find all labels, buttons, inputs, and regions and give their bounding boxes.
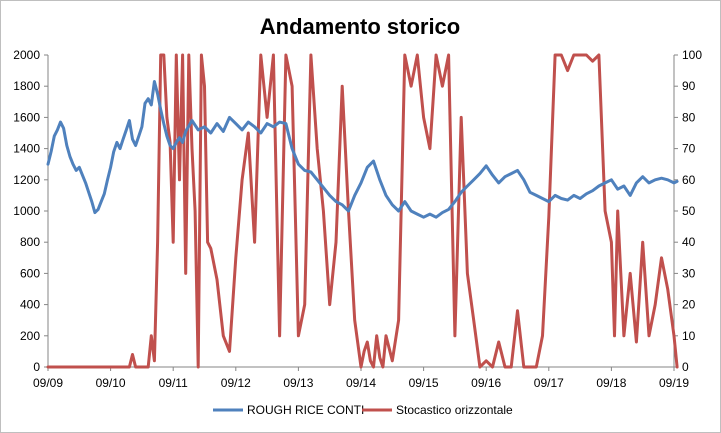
x-tick-label: 09/19 <box>659 376 689 390</box>
x-tick-label: 09/10 <box>96 376 126 390</box>
y-tick-label: 0 <box>33 360 40 374</box>
y-tick-label: 800 <box>20 235 40 249</box>
y-tick-label: 1000 <box>13 204 40 218</box>
y2-tick-label: 100 <box>682 48 702 62</box>
y2-tick-label: 60 <box>682 173 696 187</box>
y-tick-label: 1200 <box>13 173 40 187</box>
y-tick-label: 200 <box>20 329 40 343</box>
chart-title: Andamento storico <box>260 14 460 39</box>
x-tick-label: 09/09 <box>33 376 63 390</box>
x-tick-label: 09/12 <box>221 376 251 390</box>
y2-tick-label: 20 <box>682 298 696 312</box>
y-tick-label: 1400 <box>13 142 40 156</box>
y2-tick-label: 40 <box>682 235 696 249</box>
y2-tick-label: 90 <box>682 79 696 93</box>
series-line-stocastico <box>46 53 679 369</box>
series-layer <box>46 53 679 369</box>
axes: 0 200 400 600 800 1000 1200 1400 1600 1800 2000 0 10… <box>13 48 702 390</box>
x-tick-label: 09/18 <box>596 376 626 390</box>
y-tick-label: 1600 <box>13 110 40 124</box>
y2-tick-label: 70 <box>682 142 696 156</box>
y2-tick-label: 30 <box>682 266 696 280</box>
legend-label-rough-rice: ROUGH RICE CONTI <box>247 403 364 417</box>
x-tick-label: 09/11 <box>159 376 188 390</box>
x-tick-label: 09/13 <box>283 376 313 390</box>
x-tick-label: 09/15 <box>409 376 439 390</box>
legend: ROUGH RICE CONTI Stocastico orizzontale <box>213 403 513 417</box>
y2-tick-label: 50 <box>682 204 696 218</box>
y-tick-label: 400 <box>20 298 40 312</box>
x-tick-label: 09/14 <box>346 376 376 390</box>
x-tick-label: 09/16 <box>471 376 501 390</box>
x-tick-label: 09/17 <box>534 376 564 390</box>
series-line-rough-rice <box>46 80 679 219</box>
y2-tick-label: 80 <box>682 110 696 124</box>
y-tick-label: 600 <box>20 266 40 280</box>
legend-label-stocastico: Stocastico orizzontale <box>396 403 513 417</box>
y2-tick-label: 0 <box>682 360 689 374</box>
y-tick-label: 2000 <box>13 48 40 62</box>
y-tick-label: 1800 <box>13 79 40 93</box>
y2-tick-label: 10 <box>682 329 696 343</box>
